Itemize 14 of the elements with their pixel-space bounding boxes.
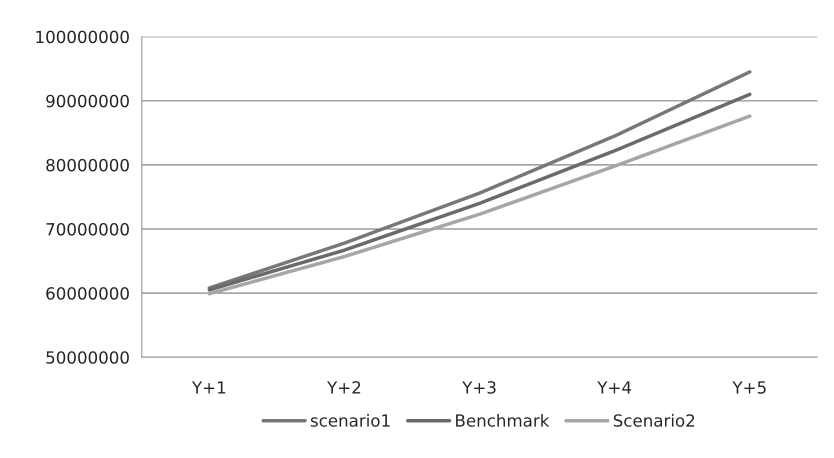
x-tick-label: Y+1	[192, 381, 226, 394]
legend-label: scenario1	[310, 414, 390, 427]
x-tick-label: Y+2	[327, 381, 360, 394]
y-tick-label: 60000000	[46, 287, 129, 300]
x-tick-label: Y+4	[597, 381, 632, 394]
x-tick-label: Y+5	[732, 381, 766, 394]
y-tick-label: 70000000	[46, 222, 129, 236]
y-tick-label: 50000000	[46, 351, 129, 364]
y-tick-label: 100000000	[36, 30, 129, 44]
legend-label: Scenario2	[614, 414, 694, 427]
y-tick-label: 90000000	[46, 94, 129, 108]
legend-label: Benchmark	[456, 414, 550, 427]
x-tick-label: Y+3	[462, 381, 496, 394]
y-tick-label: 80000000	[46, 158, 129, 172]
